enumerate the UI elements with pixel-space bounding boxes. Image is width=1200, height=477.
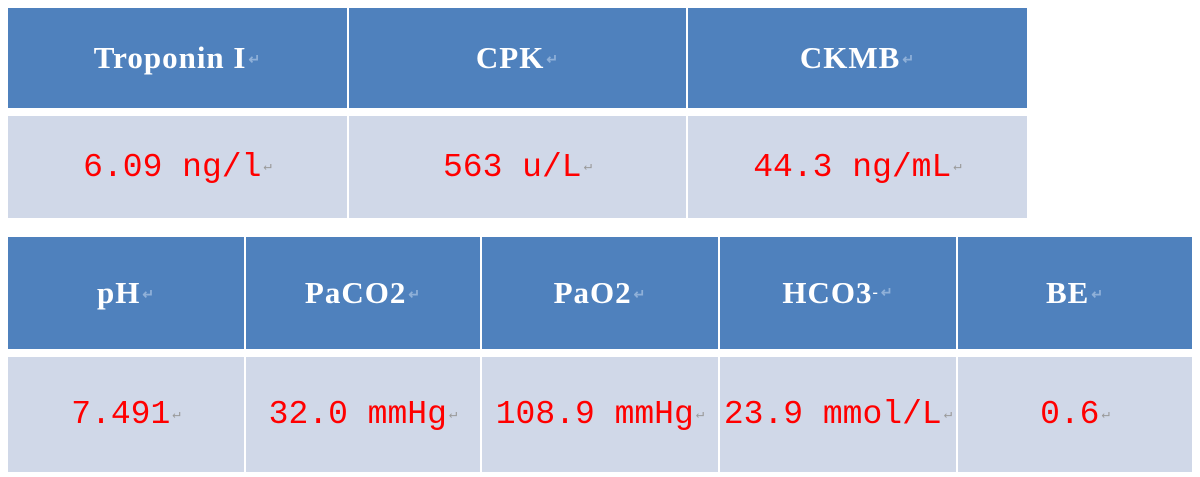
cardiac-markers-table: Troponin I CPK CKMB 6.09 ng/l 563 u/L 44…	[8, 8, 1027, 218]
value-paco2: 32.0 mmHg	[246, 357, 480, 472]
header-be: BE	[958, 237, 1192, 349]
value-be: 0.6	[958, 357, 1192, 472]
header-ph: pH	[8, 237, 244, 349]
header-cpk: CPK	[349, 8, 686, 108]
value-ph: 7.491	[8, 357, 244, 472]
header-pao2: PaO2	[482, 237, 718, 349]
value-hco3: 23.9 mmol/L	[720, 357, 956, 472]
blood-gas-table: pH PaCO2 PaO2 HCO3- BE 7.491 32.0 mmHg 1…	[8, 237, 1192, 472]
hco3-superscript: -	[873, 284, 894, 302]
header-hco3: HCO3-	[720, 237, 956, 349]
value-cpk: 563 u/L	[349, 116, 686, 218]
value-ckmb: 44.3 ng/mL	[688, 116, 1027, 218]
value-pao2: 108.9 mmHg	[482, 357, 718, 472]
header-troponin: Troponin I	[8, 8, 347, 108]
value-troponin: 6.09 ng/l	[8, 116, 347, 218]
header-paco2: PaCO2	[246, 237, 480, 349]
header-ckmb: CKMB	[688, 8, 1027, 108]
